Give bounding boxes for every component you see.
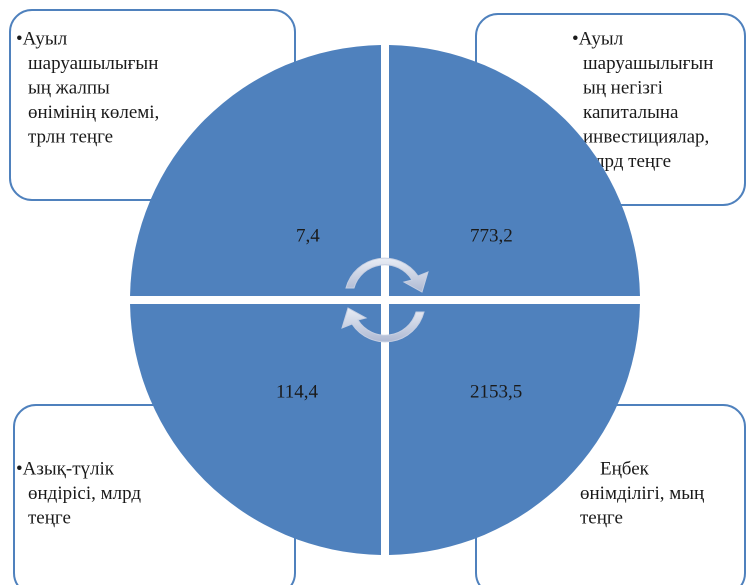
box-label: капиталына [583,102,679,123]
box-label: инвестициялар, [583,126,709,147]
cycle-arrow [345,257,429,293]
box-label: ың жалпы [28,77,110,98]
quadrant [389,45,640,296]
box-label: шаруашылығын [28,53,158,74]
quadrant [130,304,381,555]
quadrant [389,304,640,555]
box-label: теңге [28,507,71,528]
box-label: •Ауыл [572,28,624,49]
quadrant [130,45,381,296]
box-label: млрд теңге [583,151,671,172]
box-label: шаруашылығын [583,53,713,74]
box-label: •Ауыл [16,28,68,49]
box-label: өндірісі, млрд [28,483,141,504]
quadrant-value: 7,4 [296,225,320,246]
box-label: теңге [580,507,623,528]
box-label: өнімділігі, мың [580,483,704,504]
box-label: Еңбек [600,458,650,479]
quadrant-value: 2153,5 [470,381,522,402]
quadrant-value: 773,2 [470,225,513,246]
quadrant-value: 114,4 [276,381,319,402]
cycle-arrow [341,307,425,343]
box-label: өнімінің көлемі, [28,102,159,123]
box-label: трлн теңге [28,126,113,147]
box-label: •Азық-түлік [16,458,115,479]
box-label: ың негізгі [583,77,663,98]
